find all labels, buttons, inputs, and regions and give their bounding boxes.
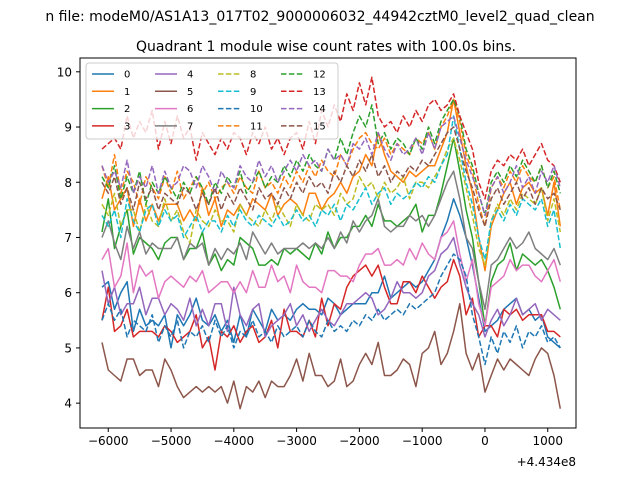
x-axis: −6000 −5000 −4000 −3000 −2000 −1000 0 1000 xyxy=(88,428,563,448)
series-layer xyxy=(101,76,562,410)
series-line-15 xyxy=(101,126,562,228)
legend-label-13: 13 xyxy=(313,87,326,98)
legend-label-10: 10 xyxy=(250,104,263,115)
chart-title: Quadrant 1 module wise count rates with … xyxy=(136,39,516,55)
series-line-4 xyxy=(101,236,561,338)
legend-label-14: 14 xyxy=(313,104,326,115)
series-line-10 xyxy=(101,253,561,366)
x-tick-label: −3000 xyxy=(276,434,317,448)
series-line-5 xyxy=(101,302,562,410)
figure-suptitle: n file: modeM0/AS1A13_017T02_9000006032_… xyxy=(45,9,594,25)
legend-label-3: 3 xyxy=(124,121,130,132)
legend-label-6: 6 xyxy=(187,104,193,115)
legend-label-5: 5 xyxy=(187,87,193,98)
series-line-8 xyxy=(101,137,562,266)
legend-label-7: 7 xyxy=(187,121,193,132)
legend-label-1: 1 xyxy=(124,87,130,98)
y-tick-label: 8 xyxy=(64,176,72,190)
series-line-0 xyxy=(101,198,561,349)
plot-frame xyxy=(79,57,577,429)
y-tick-label: 10 xyxy=(57,65,72,79)
series-line-9 xyxy=(101,115,562,261)
y-axis: 4 5 6 7 8 9 10 xyxy=(57,65,80,411)
legend-box xyxy=(85,62,339,140)
legend-label-15: 15 xyxy=(313,121,326,132)
series-line-6 xyxy=(101,220,562,327)
x-tick-label: −4000 xyxy=(214,434,255,448)
x-tick-label: 1000 xyxy=(532,434,563,448)
x-tick-label: 0 xyxy=(481,434,489,448)
x-tick-label: −5000 xyxy=(151,434,192,448)
legend-label-12: 12 xyxy=(313,70,326,81)
y-tick-label: 6 xyxy=(64,286,72,300)
y-tick-label: 4 xyxy=(64,397,72,411)
legend-label-2: 2 xyxy=(124,104,130,115)
x-tick-label: −1000 xyxy=(402,434,443,448)
y-tick-label: 5 xyxy=(64,341,72,355)
series-line-3 xyxy=(101,258,561,371)
y-tick-label: 9 xyxy=(64,121,72,135)
legend-label-9: 9 xyxy=(250,87,256,98)
legend-label-11: 11 xyxy=(250,121,263,132)
legend-label-0: 0 xyxy=(124,70,130,81)
series-line-7 xyxy=(101,170,562,311)
legend-label-4: 4 xyxy=(187,70,193,81)
x-tick-label: −2000 xyxy=(339,434,380,448)
x-offset-label: +4.434e8 xyxy=(517,455,576,469)
x-tick-label: −6000 xyxy=(88,434,129,448)
legend-label-8: 8 xyxy=(250,70,256,81)
series-line-14 xyxy=(101,115,562,217)
series-line-1 xyxy=(101,98,562,272)
y-tick-label: 7 xyxy=(64,231,72,245)
